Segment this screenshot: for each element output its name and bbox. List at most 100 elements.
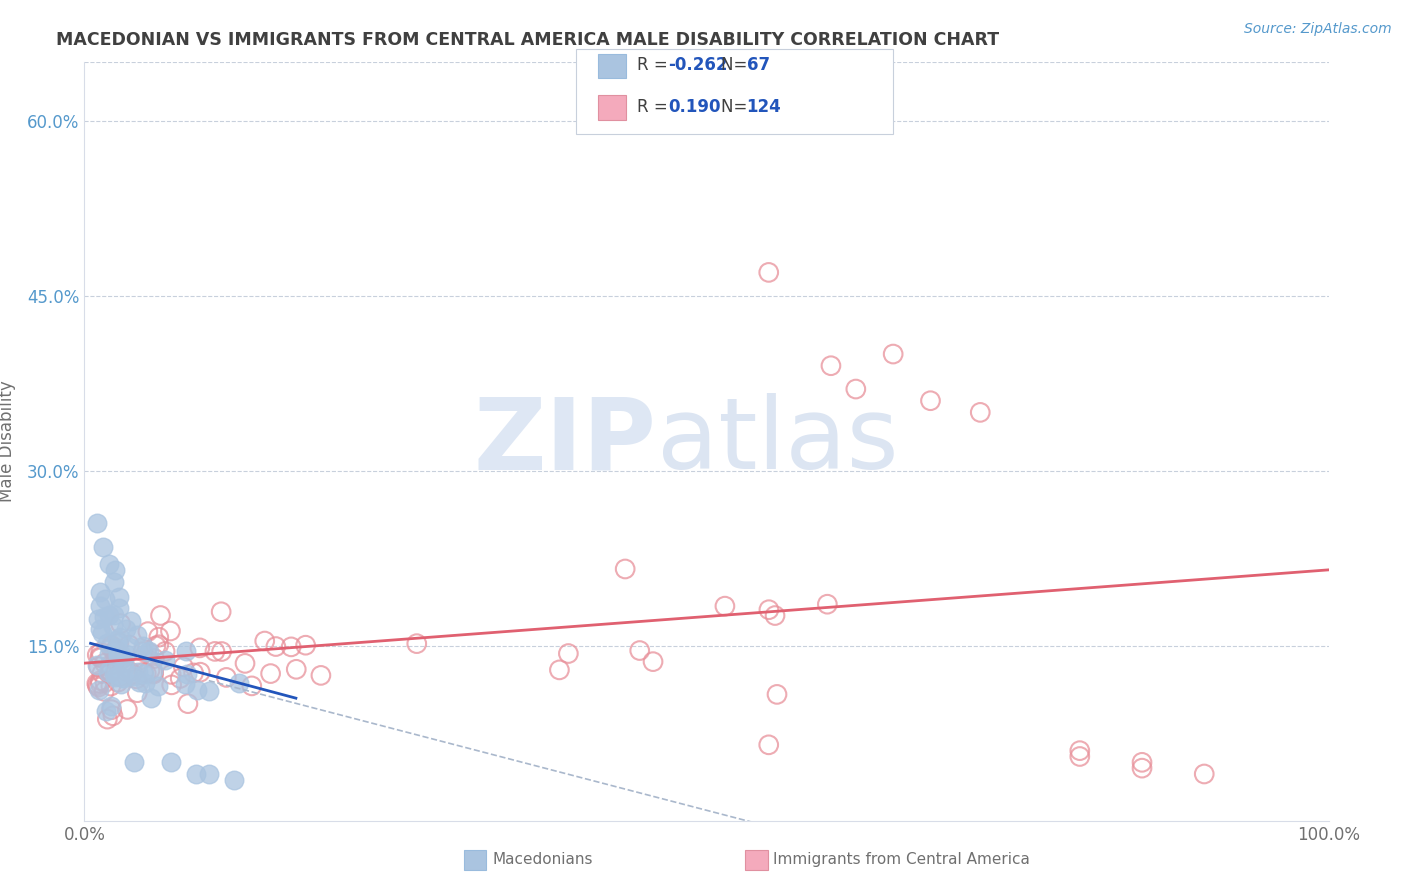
Point [125,628,148,642]
Point [100,703,122,717]
Point [211,644,233,658]
Point [93,609,115,624]
Point [87,611,110,625]
Point [160,678,183,692]
Point [134,667,156,681]
Text: Source: ZipAtlas.com: Source: ZipAtlas.com [1244,22,1392,37]
Point [188,665,211,680]
Point [215,670,238,684]
Point [145,639,167,653]
Point [264,640,287,654]
Point [89,676,111,690]
Point [111,656,134,670]
Point [93,684,115,698]
Point [183,665,205,680]
Point [309,668,332,682]
Point [122,756,145,770]
Point [969,405,991,419]
Point [117,702,139,716]
Point [222,772,245,787]
Point [142,667,165,681]
Point [111,652,134,666]
Point [188,640,211,655]
Point [110,677,132,691]
Point [815,597,838,611]
Text: Macedonians: Macedonians [492,853,592,867]
Point [105,640,128,655]
Point [94,675,117,690]
Point [86,516,108,531]
Text: Immigrants from Central America: Immigrants from Central America [773,853,1031,867]
Point [641,655,664,669]
Point [172,660,194,674]
Text: R =: R = [637,56,673,74]
Point [125,672,148,686]
Point [1130,756,1153,770]
Point [97,647,120,661]
Point [107,675,129,690]
Point [98,657,121,672]
Point [176,643,198,657]
Point [159,624,181,638]
Text: atlas: atlas [657,393,898,490]
Y-axis label: Male Disability: Male Disability [0,381,15,502]
Point [100,639,122,653]
Point [614,562,637,576]
Point [169,672,191,686]
Point [118,638,141,652]
Point [134,676,156,690]
Point [91,540,114,554]
Point [228,676,250,690]
Point [160,667,183,681]
Point [845,382,868,396]
Point [766,687,789,701]
Point [763,608,786,623]
Text: N=: N= [721,98,752,116]
Point [557,647,579,661]
Point [97,665,120,679]
Point [548,663,571,677]
Point [86,648,108,662]
Point [120,614,142,628]
Point [104,563,127,577]
Text: 0.190: 0.190 [668,98,720,116]
Point [259,666,281,681]
Point [1130,761,1153,775]
Point [204,644,226,658]
Point [94,704,117,718]
Point [90,645,112,659]
Point [142,665,165,680]
Point [89,673,111,688]
Point [100,679,122,693]
Point [98,607,121,622]
Text: ZIP: ZIP [474,393,657,490]
Point [132,639,155,653]
Point [105,632,128,647]
Point [142,664,165,678]
Point [253,634,276,648]
Point [132,645,155,659]
Point [138,644,160,658]
Point [90,651,112,665]
Point [1069,744,1091,758]
Point [96,712,118,726]
Point [101,619,124,633]
Point [107,648,129,663]
Point [91,666,114,681]
Point [197,767,221,781]
Point [233,657,256,671]
Point [758,265,780,279]
Point [87,659,110,673]
Point [628,643,651,657]
Point [714,599,737,614]
Point [148,638,170,652]
Point [115,622,138,636]
Point [117,640,139,655]
Point [115,665,138,679]
Point [132,665,155,680]
Point [105,668,128,682]
Point [111,671,134,685]
Point [177,697,200,711]
Point [143,651,166,665]
Point [160,756,183,770]
